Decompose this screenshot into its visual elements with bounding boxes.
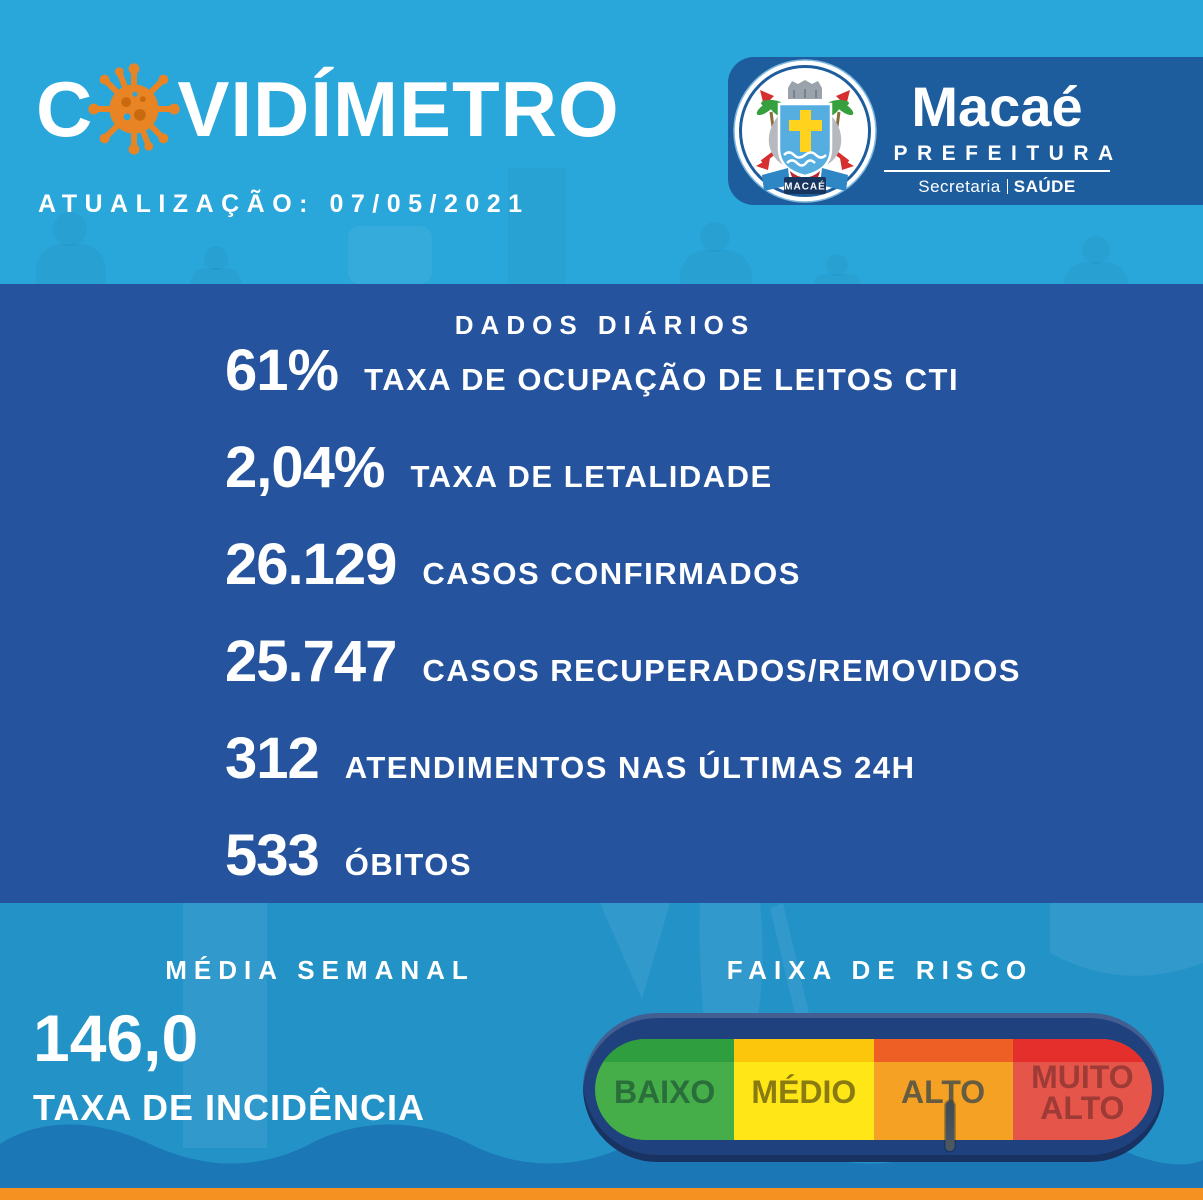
risk-level-medio: MÉDIO — [734, 1039, 874, 1140]
crest-city-name: MACAÉ — [784, 180, 826, 193]
update-date: ATUALIZAÇÃO: 07/05/2021 — [38, 190, 530, 218]
daily-data-section: DADOS DIÁRIOS 61% TAXA DE OCUPAÇÃO DE LE… — [0, 284, 1203, 903]
header-section: C — [0, 0, 1203, 284]
risk-level-label: MUITO ALTO — [1031, 1059, 1134, 1126]
stat-label: CASOS RECUPERADOS/REMOVIDOS — [422, 653, 1021, 688]
stat-attendances-24h: 312 ATENDIMENTOS NAS ÚLTIMAS 24H — [225, 728, 1175, 790]
incidence-rate-label: TAXA DE INCIDÊNCIA — [33, 1087, 426, 1128]
risk-level-alto: ALTO — [873, 1039, 1013, 1140]
page-title: C — [36, 58, 620, 160]
risk-level-label: MÉDIO — [751, 1074, 857, 1111]
wordmark-rule — [884, 170, 1110, 172]
stat-label: ATENDIMENTOS NAS ÚLTIMAS 24H — [344, 750, 916, 785]
risk-range-heading: FAIXA DE RISCO — [726, 955, 1034, 985]
stat-label: ÓBITOS — [344, 847, 473, 882]
stat-value: 533 — [225, 823, 320, 888]
stat-value: 26.129 — [225, 532, 397, 597]
crowd-silhouette — [814, 274, 860, 284]
department-label: Secretaria — [918, 177, 1001, 196]
crowd-silhouette — [826, 254, 848, 276]
crowd-silhouette — [700, 222, 730, 252]
incidence-rate-value: 146,0 — [33, 1001, 199, 1075]
stat-lethality-rate: 2,04% TAXA DE LETALIDADE — [225, 437, 1175, 499]
stat-label: TAXA DE OCUPAÇÃO DE LEITOS CTI — [364, 362, 960, 397]
crowd-silhouette — [190, 268, 242, 284]
stat-recovered-cases: 25.747 CASOS RECUPERADOS/REMOVIDOS — [225, 631, 1175, 693]
crowd-silhouette — [36, 244, 106, 284]
daily-stats-list: 61% TAXA DE OCUPAÇÃO DE LEITOS CTI 2,04%… — [225, 340, 1175, 903]
title-suffix: VIDÍMETRO — [177, 65, 620, 153]
macae-coat-of-arms: MACAÉ — [733, 59, 877, 203]
risk-level-label: BAIXO — [613, 1074, 716, 1111]
segment-shade — [873, 1039, 1013, 1063]
background-shape — [508, 168, 566, 284]
stat-confirmed-cases: 26.129 CASOS CONFIRMADOS — [225, 534, 1175, 596]
risk-level-baixo: BAIXO — [595, 1039, 735, 1140]
segment-shade — [734, 1039, 874, 1063]
stat-value: 61% — [225, 338, 339, 403]
segment-shade — [595, 1039, 735, 1063]
department-name: Secretaria SAÚDE — [884, 177, 1110, 197]
stat-deaths: 533 ÓBITOS — [225, 825, 1175, 887]
stat-label: CASOS CONFIRMADOS — [422, 556, 801, 591]
current-risk-marker — [945, 1101, 955, 1151]
stat-icu-occupancy: 61% TAXA DE OCUPAÇÃO DE LEITOS CTI — [225, 340, 1175, 402]
weekly-risk-section: MÉDIA SEMANAL FAIXA DE RISCO 146,0 TAXA … — [0, 903, 1203, 1188]
daily-data-heading: DADOS DIÁRIOS — [454, 310, 756, 340]
prefecture-wordmark: Macaé PREFEITURA Secretaria SAÚDE — [884, 75, 1123, 197]
divider-bar — [1006, 179, 1008, 194]
segment-shade — [1012, 1039, 1152, 1063]
stat-value: 25.747 — [225, 629, 397, 694]
risk-level-muito-alto: MUITO ALTO — [1012, 1039, 1152, 1140]
stat-label: TAXA DE LETALIDADE — [410, 459, 773, 494]
risk-gauge: BAIXO MÉDIO ALTO MUITO ALTO — [583, 1013, 1164, 1162]
weekly-average-heading: MÉDIA SEMANAL — [165, 955, 475, 985]
footer-accent-bar — [0, 1188, 1203, 1200]
crowd-silhouette — [1082, 236, 1110, 264]
stat-value: 2,04% — [225, 435, 385, 500]
city-name: Macaé — [911, 75, 1083, 138]
division-label: SAÚDE — [1013, 177, 1076, 196]
risk-level-label: ALTO — [901, 1074, 986, 1111]
stat-value: 312 — [225, 726, 320, 791]
prefecture-banner: MACAÉ Macaé PREFEITURA Secretaria SAÚDE — [728, 57, 1203, 205]
wave-decoration — [0, 1124, 1203, 1188]
coronavirus-icon — [88, 63, 180, 155]
risk-gauge-track: BAIXO MÉDIO ALTO MUITO ALTO — [595, 1039, 1152, 1140]
background-shape — [348, 226, 432, 284]
org-name: PREFEITURA — [893, 142, 1123, 165]
crowd-silhouette — [1064, 262, 1128, 284]
title-prefix: C — [36, 65, 94, 153]
crowd-silhouette — [204, 246, 228, 270]
crowd-silhouette — [680, 250, 752, 284]
